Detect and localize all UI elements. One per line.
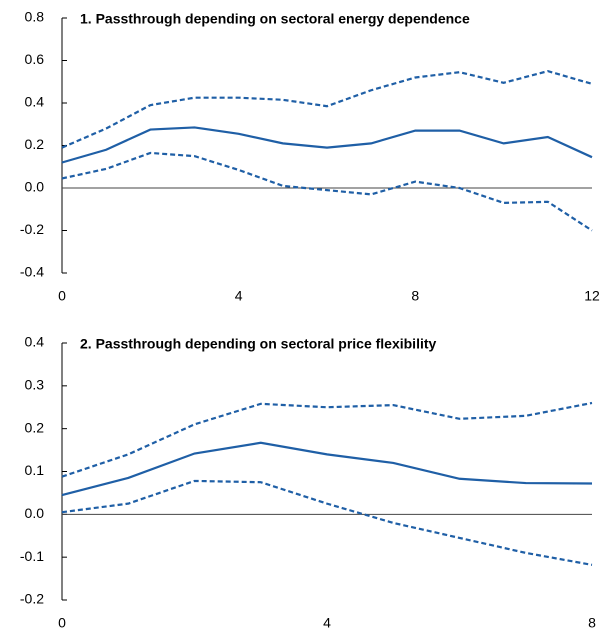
x-tick-label: 12 (584, 288, 600, 304)
y-tick-label: -0.2 (20, 591, 44, 607)
x-tick-label: 8 (588, 615, 596, 631)
line-series (61, 479, 593, 566)
y-tick-label: 0.3 (25, 377, 45, 393)
y-tick-label: 0.6 (25, 51, 45, 67)
y-tick-label: -0.4 (20, 264, 44, 280)
y-tick-label: 0.1 (25, 462, 45, 478)
line-series (61, 401, 593, 478)
x-tick-label: 8 (411, 288, 419, 304)
x-tick-label: 4 (235, 288, 243, 304)
y-tick-label: 0.0 (25, 179, 45, 195)
y-tick-label: 0.2 (25, 419, 45, 435)
line-series (61, 151, 593, 232)
line-series (61, 69, 593, 149)
line-series (61, 441, 593, 497)
y-tick-label: -0.1 (20, 548, 44, 564)
x-tick-label: 0 (58, 288, 66, 304)
y-tick-label: -0.2 (20, 221, 44, 237)
y-tick-label: 0.2 (25, 136, 45, 152)
y-tick-label: 0.4 (25, 334, 45, 350)
y-tick-label: 0.8 (25, 9, 45, 25)
y-tick-label: 0.0 (25, 505, 45, 521)
chart-title: 2. Passthrough depending on sectoral pri… (80, 336, 437, 352)
x-tick-label: 0 (58, 615, 66, 631)
line-series (61, 126, 593, 164)
chart-title: 1. Passthrough depending on sectoral ene… (80, 11, 470, 27)
x-tick-label: 4 (323, 615, 331, 631)
y-tick-label: 0.4 (25, 94, 45, 110)
